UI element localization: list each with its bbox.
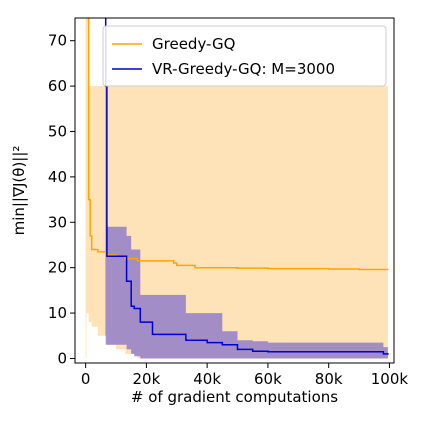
legend: Greedy-GQ VR-Greedy-GQ: M=3000 [102,25,387,87]
x-tick-label: 100k [371,370,409,388]
vr-greedy-gq-m-3000-band [105,18,388,359]
y-tick-label: 0 [57,349,67,367]
legend-label-greedy-gq: Greedy-GQ [152,35,235,53]
y-tick-label: 10 [48,304,67,322]
y-axis-ticks: 0 10 20 30 40 50 60 70 [48,32,75,367]
legend-label-vr-greedy-gq: VR-Greedy-GQ: M=3000 [152,60,335,78]
legend-box [102,25,387,87]
greedy-gq-line [87,18,389,271]
y-tick-label: 50 [48,122,67,140]
y-tick-label: 60 [48,77,67,95]
series-lines [87,18,389,355]
greedy-gq-band [85,18,388,359]
x-tick-label: 0 [81,370,91,388]
confidence-bands [85,18,388,359]
x-tick-label: 20k [133,370,161,388]
y-tick-label: 20 [48,259,67,277]
y-axis-label: min||∇J(θ)||² [10,146,28,236]
vr-greedy-gq-m-3000-line [104,18,389,355]
y-tick-label: 30 [48,213,67,231]
plot-frame [74,17,395,364]
y-tick-label: 40 [48,168,67,186]
x-axis-label: # of gradient computations [131,388,338,406]
x-axis-ticks: 0 20k 40k 60k 80k 100k [81,363,409,388]
x-tick-label: 80k [315,370,343,388]
x-tick-label: 40k [193,370,221,388]
y-tick-label: 70 [48,32,67,50]
x-tick-label: 60k [254,370,282,388]
